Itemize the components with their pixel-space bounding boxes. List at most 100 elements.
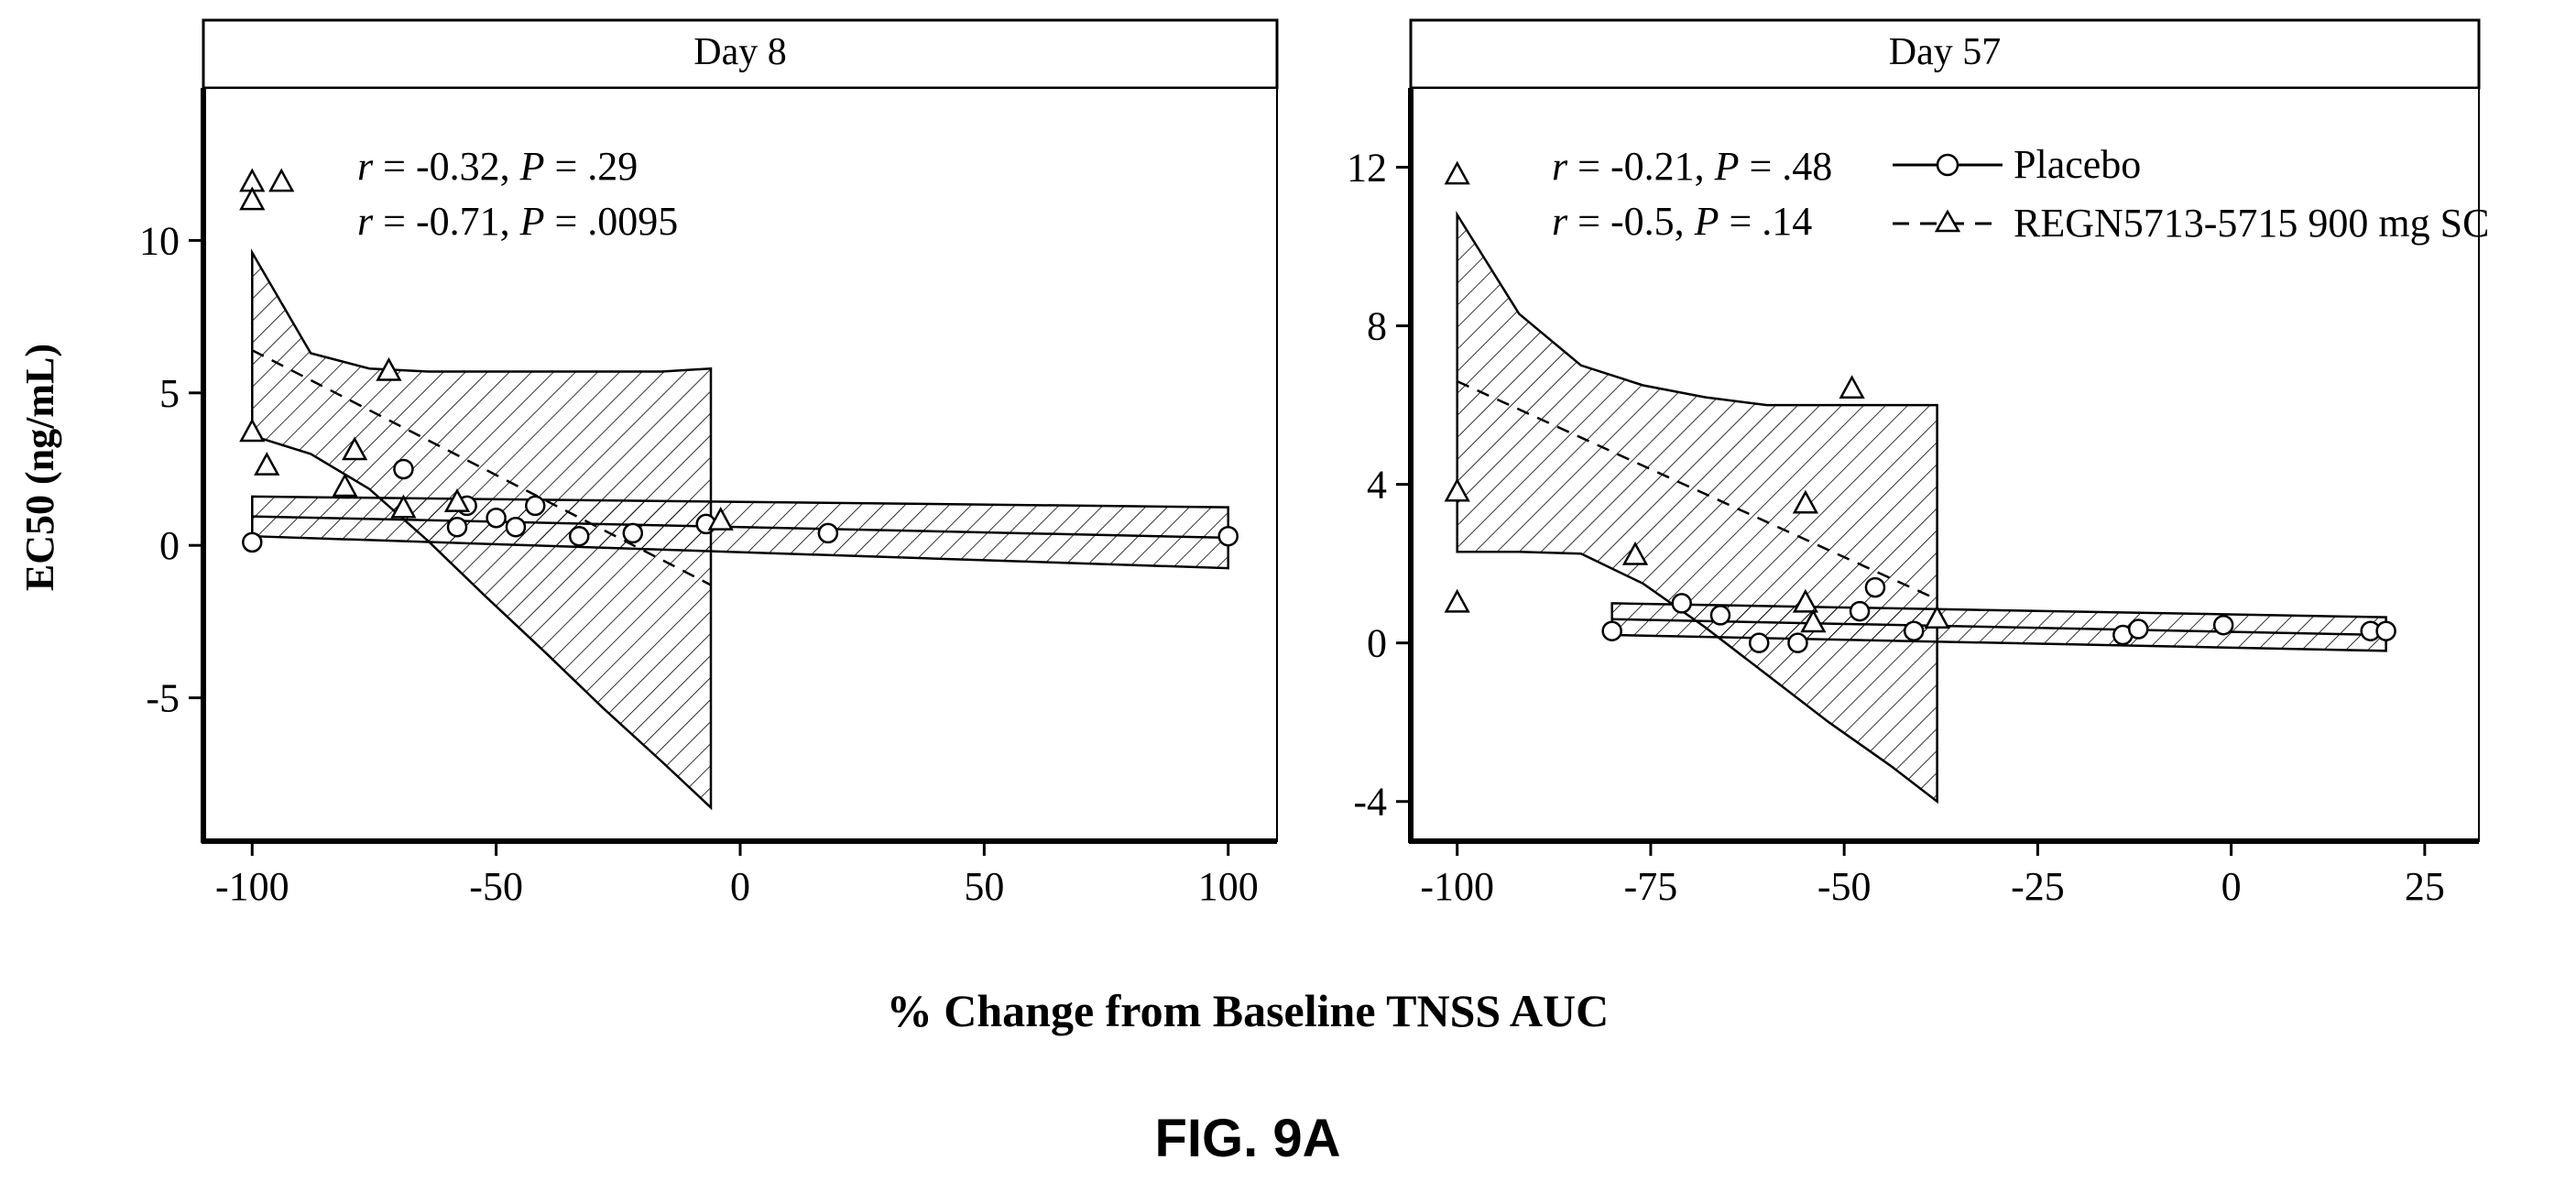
y-tick-label: 8 (1367, 304, 1387, 349)
y-tick-label: -5 (146, 676, 180, 721)
data-point-treatment (332, 473, 358, 498)
data-point-placebo (1671, 593, 1692, 614)
correlation-annotation-treatment: r = -0.5, P = .14 (1552, 199, 1812, 244)
r-value: = -0.71, (373, 199, 519, 244)
data-point-treatment (1444, 588, 1470, 613)
correlation-annotation-treatment: r = -0.71, P = .0095 (357, 199, 678, 244)
confidence-band-treatment (1456, 211, 1938, 804)
panel-title: Day 8 (693, 31, 786, 73)
data-point-treatment (390, 494, 417, 519)
data-point-placebo (1217, 525, 1239, 547)
r-symbol: r (357, 199, 374, 244)
p-symbol: P (1714, 144, 1740, 189)
x-axis-title: % Change from Baseline TNSS AUC (887, 985, 1610, 1036)
plot-area: -100 -75 -50 -25 0 25 -4 0 4 8 12 (1347, 87, 2480, 909)
data-point-placebo (2212, 614, 2234, 636)
data-point-placebo (505, 516, 527, 538)
data-point-treatment (1444, 160, 1470, 185)
p-symbol: P (519, 144, 545, 189)
y-tick-label: 5 (159, 371, 180, 416)
data-point-placebo (446, 516, 468, 538)
y-tick-label: 12 (1347, 146, 1387, 191)
p-value: = .29 (544, 144, 638, 189)
y-tick-label: 0 (1367, 621, 1387, 666)
legend: Placebo REGN5713-5715 900 mg SC (1893, 142, 2489, 246)
y-tick-label: 10 (139, 218, 180, 263)
y-tick-label: 0 (159, 523, 180, 568)
data-point-placebo (393, 458, 414, 480)
data-point-placebo (1864, 576, 1886, 598)
y-tick-label: 4 (1367, 463, 1387, 508)
legend-circle-marker (1936, 153, 1959, 177)
x-tick-label: 50 (964, 864, 1004, 909)
x-tick-label: -50 (1817, 864, 1872, 909)
legend-label-treatment: REGN5713-5715 900 mg SC (2014, 201, 2489, 246)
data-point-placebo (1903, 620, 1925, 641)
x-tick-label: -25 (2011, 864, 2065, 909)
correlation-annotation-placebo: r = -0.32, P = .29 (357, 144, 638, 189)
p-value: = .48 (1739, 144, 1832, 189)
data-point-treatment (342, 436, 368, 461)
data-point-placebo (622, 522, 644, 544)
data-point-placebo (817, 522, 839, 544)
r-value: = -0.32, (373, 144, 519, 189)
data-point-placebo (1787, 632, 1808, 653)
data-point-treatment (1924, 605, 1950, 629)
x-tick-label: -100 (215, 864, 289, 909)
x-tick-label: 0 (730, 864, 750, 909)
data-point-placebo (568, 525, 590, 547)
legend-item-placebo: Placebo (1893, 142, 2141, 187)
y-axis-title: EC50 (ng/mL) (17, 344, 62, 591)
correlation-annotation-placebo: r = -0.21, P = .48 (1552, 144, 1832, 189)
fit-line-treatment (251, 349, 712, 586)
y-tick-label: -4 (1353, 780, 1387, 825)
data-point-placebo (1709, 605, 1731, 626)
figure-caption: FIG. 9A (1154, 1109, 1340, 1168)
r-symbol: r (1552, 199, 1568, 244)
data-point-placebo (1601, 620, 1622, 641)
x-tick-label: -75 (1624, 864, 1678, 909)
x-tick-label: 100 (1198, 864, 1259, 909)
panel-title-strip (1409, 18, 2481, 90)
panel-title-strip (202, 18, 1279, 90)
data-point-treatment (254, 452, 280, 476)
data-point-treatment (443, 487, 471, 512)
legend-triangle-marker (1934, 209, 1961, 233)
data-point-placebo (1748, 632, 1770, 653)
legend-label-placebo: Placebo (2014, 142, 2141, 187)
p-symbol: P (1694, 199, 1719, 244)
data-point-placebo (486, 507, 507, 529)
r-value: = -0.21, (1567, 144, 1714, 189)
x-tick-label: 0 (2221, 864, 2242, 909)
data-point-placebo (1849, 600, 1871, 622)
fit-line-placebo (1611, 618, 2386, 637)
r-symbol: r (357, 144, 374, 189)
r-value: = -0.5, (1567, 199, 1694, 244)
data-point-treatment (1444, 477, 1470, 502)
data-point-treatment (1792, 588, 1819, 613)
data-point-treatment (1792, 489, 1819, 514)
legend-item-treatment: REGN5713-5715 900 mg SC (1893, 201, 2489, 246)
fit-line-placebo (252, 515, 1228, 540)
data-point-placebo (2375, 620, 2396, 641)
data-point-placebo (242, 531, 263, 553)
data-point-treatment (1839, 375, 1865, 399)
data-point-treatment (1800, 608, 1827, 633)
data-point-treatment (376, 356, 402, 381)
r-symbol: r (1552, 144, 1568, 189)
data-point-treatment (239, 418, 266, 443)
data-point-treatment (268, 168, 295, 192)
p-symbol: P (519, 199, 545, 244)
x-tick-label: -50 (469, 864, 523, 909)
p-value: = .14 (1719, 199, 1812, 244)
data-point-treatment (239, 186, 266, 211)
panel-day-57: Day 57 -100 -75 -50 -25 0 25 -4 0 4 8 12 r = -0.21… (1347, 18, 2489, 909)
data-point-treatment (707, 506, 734, 531)
p-value: = .0095 (544, 199, 678, 244)
data-point-placebo (525, 495, 546, 517)
panel-title: Day 57 (1889, 31, 2001, 73)
x-tick-label: 25 (2405, 864, 2445, 909)
